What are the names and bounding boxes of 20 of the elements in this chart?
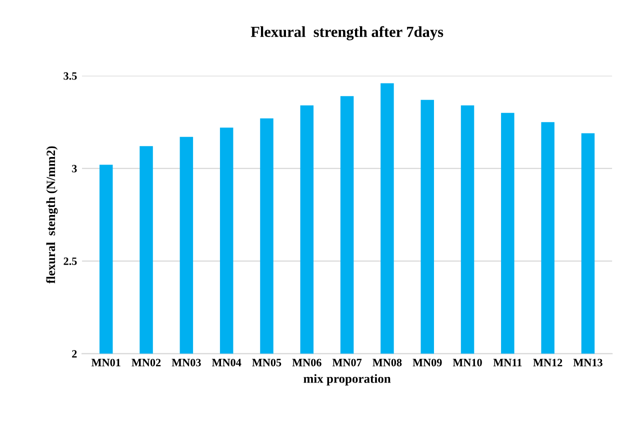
x-tick-label: MN12 [533, 358, 562, 366]
y-tick-label: 2 [72, 350, 77, 358]
x-tick-label: MN08 [372, 358, 402, 366]
x-tick-label: MN07 [332, 358, 362, 366]
x-tick-label: MN13 [573, 358, 602, 366]
x-tick-label: MN09 [412, 358, 442, 366]
x-tick-label: MN06 [292, 358, 322, 366]
x-tick-label: MN04 [212, 358, 242, 366]
x-tick-label: MN02 [132, 358, 161, 366]
y-tick-label: 3.5 [64, 72, 77, 80]
x-tick-label: MN03 [172, 358, 201, 366]
chart-title: Flexural strength after 7days [250, 26, 444, 40]
x-tick-label: MN05 [252, 358, 282, 366]
y-axis-title: flexural stength (N/mm2) [46, 146, 58, 284]
y-tick-label: 2.5 [64, 258, 77, 266]
y-tick-label: 3 [72, 164, 77, 172]
x-tick-label: MN10 [452, 358, 482, 366]
x-tick-label: MN01 [92, 358, 120, 366]
x-axis-title: mix proporation [304, 374, 391, 386]
x-tick-label: MN11 [493, 358, 522, 366]
